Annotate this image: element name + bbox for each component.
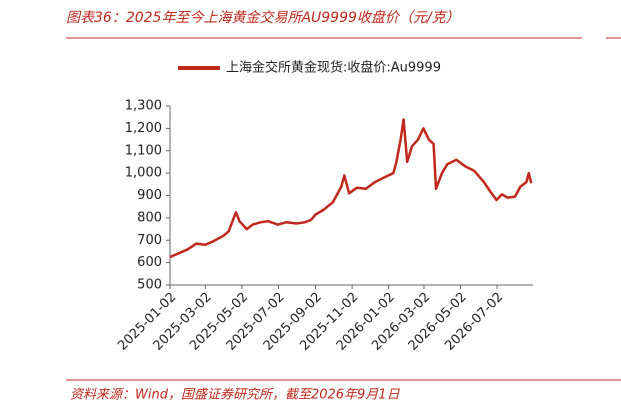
chart-title: 图表36：2025年至今上海黄金交易所AU9999收盘价（元/克） [66,10,460,26]
y-tick-label: 700 [137,233,162,248]
y-tick-label: 500 [137,278,162,293]
legend-label: 上海金交所黄金现货:收盘价:Au9999 [226,60,441,76]
y-tick-label: 1,200 [125,121,162,136]
y-tick-label: 900 [137,188,162,203]
source: 资料来源：Wind，国盛证券研究所，截至2026年9月1日 [70,387,401,403]
y-tick-label: 1,300 [125,99,162,114]
y-tick-label: 800 [137,210,162,225]
y-tick-label: 600 [137,255,162,270]
line [169,118,533,259]
y-tick-label: 1,100 [125,143,162,158]
y-tick-label: 1,000 [125,166,162,181]
